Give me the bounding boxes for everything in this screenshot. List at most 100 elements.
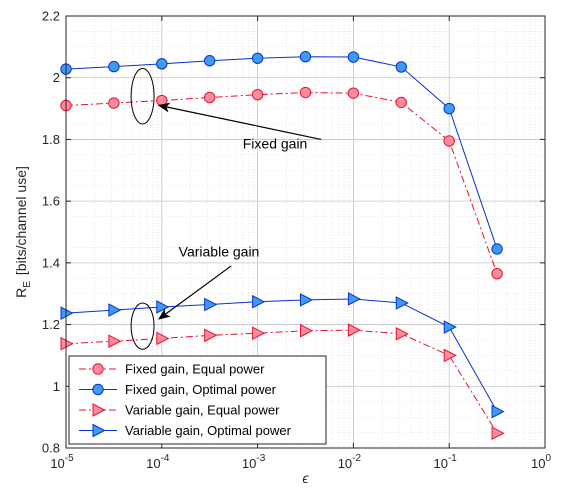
x-tick-label: 10-2 [338,453,362,471]
data-point [395,96,407,109]
data-point [491,267,503,280]
y-axis-label: RE [bits/channel use] [13,166,33,298]
data-point [347,51,360,63]
x-tick-base: 10 [146,456,160,471]
x-tick-base: 10 [434,456,448,471]
annotation-layer: Fixed gain Variable gain [130,67,322,350]
annotation-arrow [157,102,322,141]
y-tick-label-text: 1.8 [42,132,60,147]
annotation-arrow [158,265,232,320]
data-point [204,328,218,343]
data-point [203,91,216,104]
annotation-ellipse [130,67,155,125]
x-tick-base: 10 [531,456,545,471]
annotation-text: Variable gain [179,244,260,260]
legend-marker [92,403,106,417]
data-point [491,426,505,441]
legend-box [68,355,327,445]
y-tick-label: 1 [53,379,60,394]
y-axis-label-sub: E [22,281,33,288]
data-point [347,292,361,306]
x-tick-base: 10 [338,456,352,471]
series-line [65,298,498,412]
annotation-text: Fixed gain [243,136,308,152]
series-0 [60,86,503,280]
x-tick-label-text: 100 [531,453,551,471]
data-point [251,88,264,101]
x-tick-exponent: -1 [448,453,457,464]
x-tick-label-text: 10-4 [146,453,170,471]
series-line [65,56,498,250]
x-tick-exponent: 0 [545,453,551,464]
x-axis-label: ϵ [302,470,309,486]
legend: Fixed gain, Equal power Fixed gain, Optim… [68,355,327,445]
data-point [299,86,312,99]
x-tick-exponent: -3 [256,453,265,464]
x-tick-base: 10 [242,456,256,471]
data-point [395,61,407,73]
x-tick-label-text: 10-3 [242,453,266,471]
legend-marker [92,423,106,438]
y-axis-label-main: R [13,288,29,298]
y-tick-label-text: 1 [53,379,60,394]
data-point [204,297,218,312]
y-tick-label: 1.8 [42,132,60,147]
x-tick-label: 10-5 [50,453,74,471]
series-2 [60,323,505,441]
legend-marker [92,363,104,375]
y-tick-label-text: 0.8 [42,441,60,456]
series-layer [60,51,505,441]
plot-frame [65,15,546,449]
series-1 [60,51,503,255]
data-point [491,404,505,419]
legend-entry-1: Fixed gain, Optimal power [79,382,277,397]
data-point [203,55,216,67]
y-axis-label-rest: [bits/channel use] [13,166,29,275]
data-point [108,303,122,317]
y-tick-label: 0.8 [42,441,60,456]
annotation-0: Fixed gain [130,67,322,152]
data-point [60,336,74,351]
legend-entry-3: Variable gain, Optimal power [79,423,292,438]
x-tick-exponent: -4 [161,453,170,464]
data-point [443,348,457,363]
x-tick-label: 10-1 [434,453,458,471]
data-point [395,296,409,310]
x-tick-label-text: 10-1 [434,453,458,471]
data-point [443,102,455,115]
x-tick-label: 10-4 [146,453,170,471]
x-tick-label-text: 10-5 [50,453,74,471]
data-point [156,94,168,107]
y-tick-label-text: 1.2 [42,317,60,332]
y-tick-label-text: 1.4 [42,255,60,270]
data-point [347,87,360,99]
annotation-1: Variable gain [130,244,260,350]
x-tick-exponent: -5 [65,453,74,464]
legend-entry-2: Variable gain, Equal power [79,403,280,418]
ticks: 10-5 10-4 10-3 10-2 10-1 1000.811.21.41.61.82… [42,9,552,472]
data-point [443,135,455,147]
y-tick-label-text: 1.6 [42,194,60,209]
x-tick-exponent: -2 [352,453,361,464]
data-point [443,320,457,334]
data-point [299,323,314,338]
legend-label: Variable gain, Equal power [125,403,280,418]
legend-label: Fixed gain, Optimal power [125,382,277,397]
y-tick-label: 1.4 [42,255,60,270]
data-point [252,294,266,309]
data-point [252,326,266,341]
y-tick-label: 1.2 [42,317,60,332]
data-point [108,60,120,73]
x-tick-label: 10-3 [242,453,266,471]
data-point [347,323,361,337]
x-tick-label: 100 [531,453,551,471]
data-point [156,331,170,346]
y-tick-label: 2.2 [42,9,60,24]
x-tick-base: 10 [50,456,64,471]
data-point [299,51,312,63]
y-tick-label-text: 2 [53,70,60,85]
y-tick-label: 1.6 [42,194,60,209]
data-point [108,334,122,349]
series-line [65,92,498,274]
